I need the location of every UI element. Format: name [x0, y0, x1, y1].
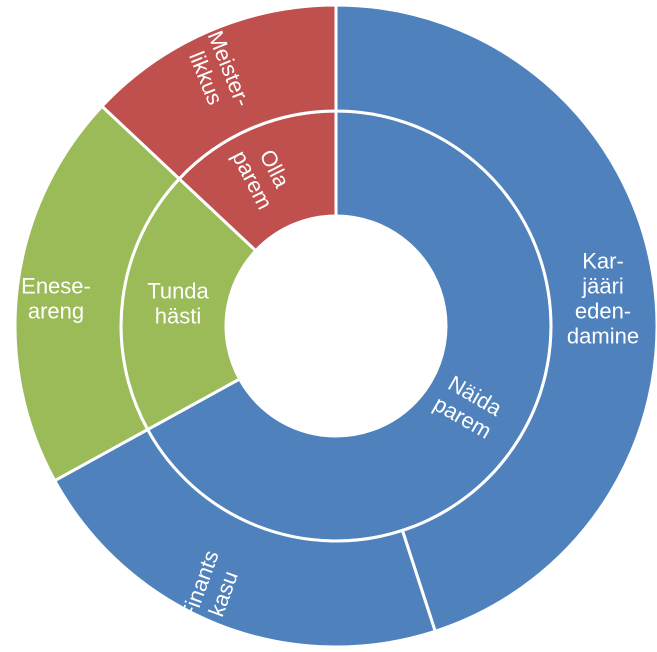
outer-segment [334, 3, 657, 634]
label-line: hästi [155, 303, 201, 328]
outer-segment [52, 427, 438, 649]
segment-label: Enese-areng [21, 273, 91, 323]
outer-segment [13, 104, 182, 483]
label-line: Kar- [582, 248, 624, 273]
outer-segment [99, 3, 338, 181]
label-line: Tunda [147, 278, 209, 303]
label-line: damine [567, 323, 639, 348]
label-line: eden- [575, 298, 631, 323]
label-line: areng [28, 298, 84, 323]
label-line: jääri [581, 273, 624, 298]
label-line: Enese- [21, 273, 91, 298]
